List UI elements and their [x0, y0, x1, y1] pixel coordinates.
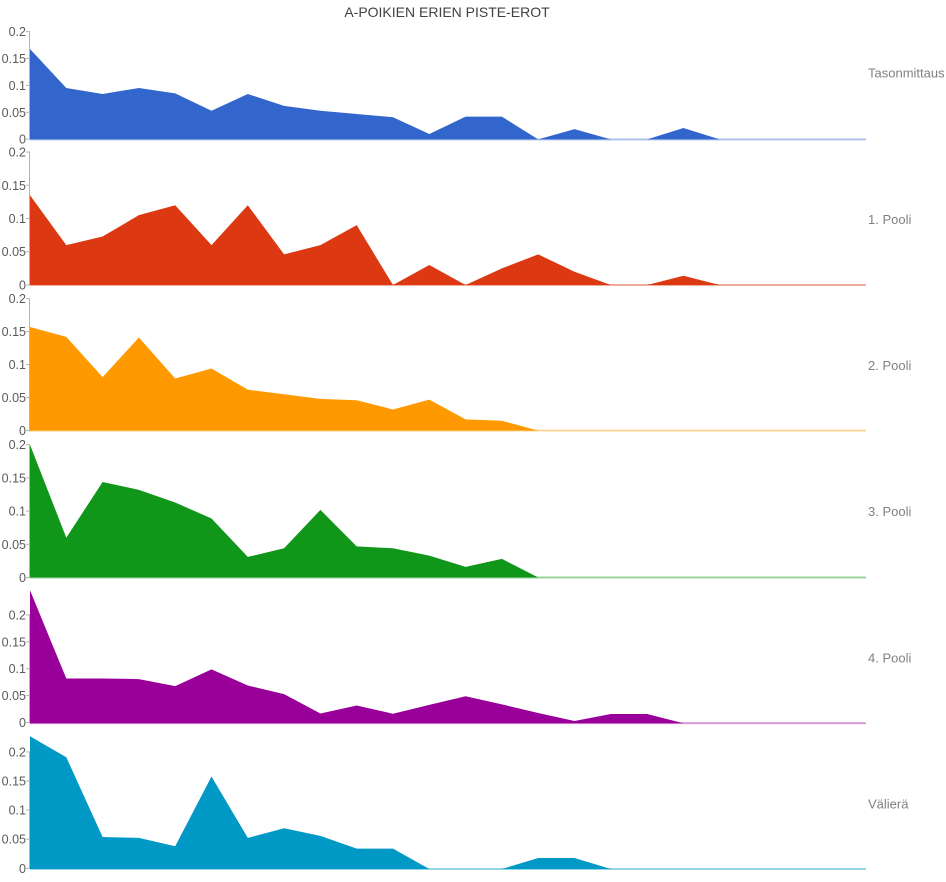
svg-text:0.15: 0.15	[2, 325, 26, 339]
svg-text:0.05: 0.05	[2, 245, 26, 259]
svg-text:0.1: 0.1	[9, 358, 26, 372]
svg-text:3. Pooli: 3. Pooli	[868, 504, 911, 519]
svg-text:0.05: 0.05	[2, 538, 26, 552]
svg-text:A-POIKIEN ERIEN PISTE-EROT: A-POIKIEN ERIEN PISTE-EROT	[344, 4, 550, 20]
svg-text:4. Pooli: 4. Pooli	[868, 650, 911, 665]
svg-text:0.15: 0.15	[2, 179, 26, 193]
svg-text:0: 0	[19, 133, 26, 147]
svg-text:0.05: 0.05	[2, 391, 26, 405]
svg-text:2. Pooli: 2. Pooli	[868, 358, 911, 373]
svg-text:Tasonmittaus: Tasonmittaus	[868, 66, 945, 81]
svg-text:0.05: 0.05	[2, 833, 26, 847]
svg-text:0.1: 0.1	[9, 212, 26, 226]
svg-text:0.05: 0.05	[2, 689, 26, 703]
svg-text:0.15: 0.15	[2, 471, 26, 485]
svg-text:0: 0	[19, 716, 26, 730]
svg-text:0.1: 0.1	[9, 505, 26, 519]
svg-text:0.1: 0.1	[9, 662, 26, 676]
svg-text:0.05: 0.05	[2, 106, 26, 120]
svg-text:0.2: 0.2	[9, 608, 26, 622]
svg-text:0.15: 0.15	[2, 775, 26, 789]
svg-text:Välierä: Välierä	[868, 797, 909, 812]
svg-text:0.15: 0.15	[2, 635, 26, 649]
svg-text:0.2: 0.2	[9, 25, 26, 39]
svg-text:0.2: 0.2	[9, 438, 26, 452]
svg-text:0: 0	[19, 279, 26, 293]
svg-text:1. Pooli: 1. Pooli	[868, 212, 911, 227]
svg-text:0: 0	[19, 424, 26, 438]
svg-text:0: 0	[19, 571, 26, 585]
svg-text:0.1: 0.1	[9, 79, 26, 93]
svg-text:0.15: 0.15	[2, 52, 26, 66]
svg-text:0.2: 0.2	[9, 292, 26, 306]
svg-text:0: 0	[19, 862, 26, 876]
svg-text:0.2: 0.2	[9, 146, 26, 160]
svg-text:0.1: 0.1	[9, 804, 26, 818]
svg-text:0.2: 0.2	[9, 745, 26, 759]
